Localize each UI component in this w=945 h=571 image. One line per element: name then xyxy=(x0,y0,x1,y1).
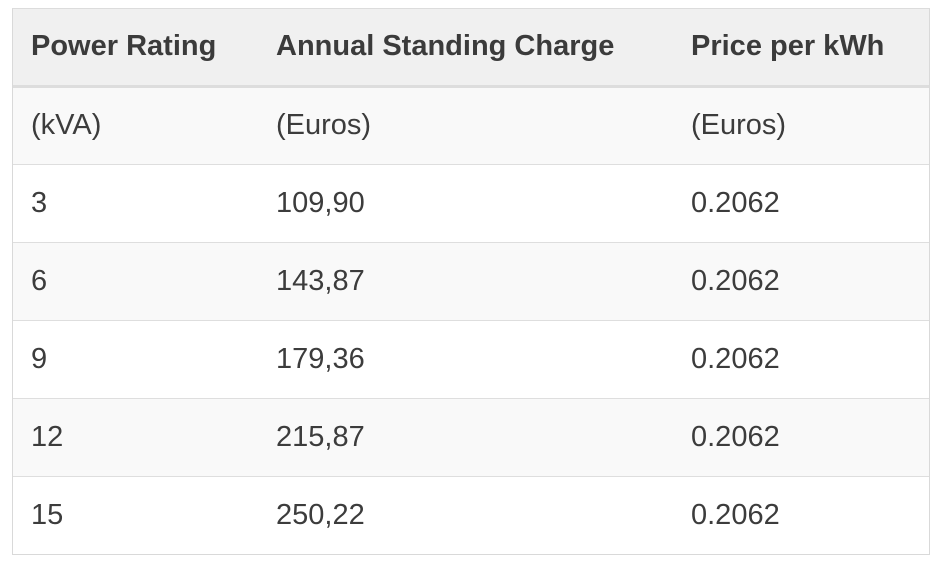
table-header: Power Rating Annual Standing Charge Pric… xyxy=(13,9,929,86)
cell-standing-charge: 143,87 xyxy=(276,264,365,297)
cell-price-per-kwh: 0.2062 xyxy=(691,498,780,531)
cell-price-per-kwh: 0.2062 xyxy=(691,264,780,297)
cell-price-per-kwh: 0.2062 xyxy=(691,342,780,375)
table-row: 6 143,87 0.2062 xyxy=(13,242,929,320)
table-row: 9 179,36 0.2062 xyxy=(13,320,929,398)
cell-price-per-kwh: 0.2062 xyxy=(691,420,780,453)
table-row: 15 250,22 0.2062 xyxy=(13,476,929,554)
cell-standing-charge: 179,36 xyxy=(276,342,365,375)
tariff-table: Power Rating Annual Standing Charge Pric… xyxy=(13,9,929,554)
header-annual-standing-charge: Annual Standing Charge xyxy=(276,30,615,63)
cell-power-rating: 12 xyxy=(31,420,64,453)
cell-power-rating: 9 xyxy=(31,342,48,375)
table-row: 3 109,90 0.2062 xyxy=(13,164,929,242)
cell-standing-charge: 250,22 xyxy=(276,498,365,531)
table-row: (kVA) (Euros) (Euros) xyxy=(13,86,929,164)
cell-standing-charge: (Euros) xyxy=(276,109,372,141)
cell-power-rating: 6 xyxy=(31,264,48,297)
table-row: 12 215,87 0.2062 xyxy=(13,398,929,476)
cell-power-rating: (kVA) xyxy=(31,109,102,141)
table-body: (kVA) (Euros) (Euros) 3 109,90 0.2062 6 … xyxy=(13,86,929,554)
cell-price-per-kwh: 0.2062 xyxy=(691,186,780,219)
cell-power-rating: 15 xyxy=(31,498,64,531)
header-power-rating: Power Rating xyxy=(31,30,217,63)
tariff-table-container: Power Rating Annual Standing Charge Pric… xyxy=(12,8,930,555)
cell-standing-charge: 215,87 xyxy=(276,420,365,453)
cell-price-per-kwh: (Euros) xyxy=(691,109,787,141)
cell-power-rating: 3 xyxy=(31,186,48,219)
table-header-row: Power Rating Annual Standing Charge Pric… xyxy=(13,9,929,86)
cell-standing-charge: 109,90 xyxy=(276,186,365,219)
header-price-per-kwh: Price per kWh xyxy=(691,30,885,63)
